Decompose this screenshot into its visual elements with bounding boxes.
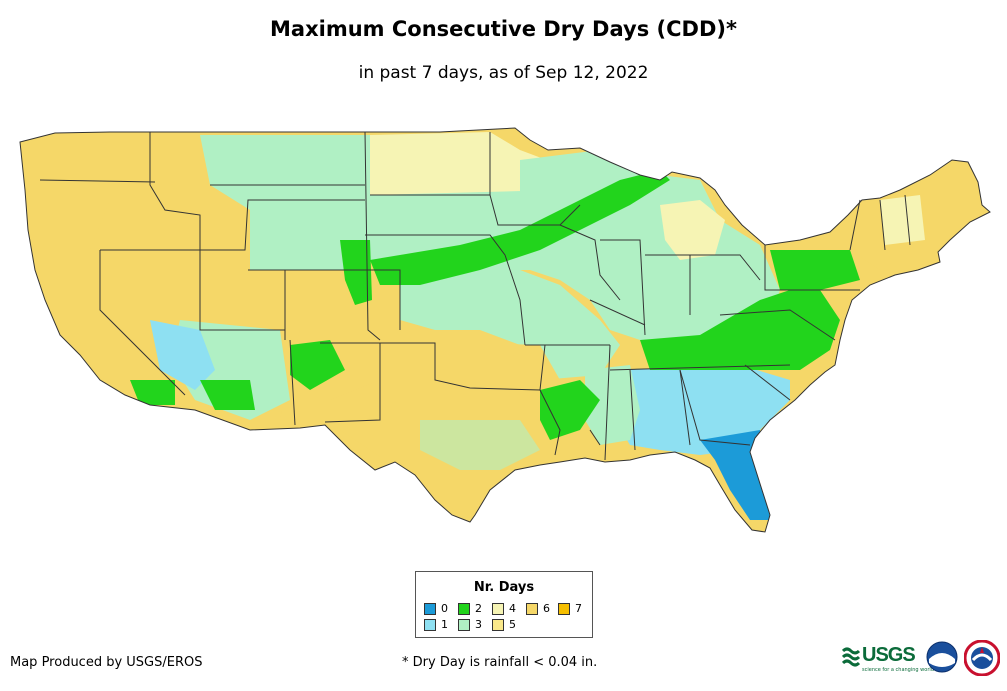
agency-logos: USGS science for a changing world: [842, 640, 1007, 680]
legend-item: 2: [458, 602, 482, 615]
legend-swatch: [492, 603, 504, 615]
legend-swatch: [424, 603, 436, 615]
footnote-text: * Dry Day is rainfall < 0.04 in.: [402, 655, 598, 670]
legend-swatch: [526, 603, 538, 615]
legend-swatch: [558, 603, 570, 615]
noaa-logo-icon: [926, 641, 958, 673]
dry-days-fill: [20, 128, 990, 532]
map-title: Maximum Consecutive Dry Days (CDD)*: [270, 17, 737, 41]
legend-swatch: [424, 619, 436, 631]
legend-swatch: [458, 619, 470, 631]
legend-item: 5: [492, 618, 516, 631]
legend-swatch: [492, 619, 504, 631]
legend-item: 6: [526, 602, 550, 615]
credit-text: Map Produced by USGS/EROS: [10, 655, 203, 670]
legend-swatch: [458, 603, 470, 615]
legend: Nr. Days 0 1 2 3 4 5 6 7: [415, 571, 593, 638]
legend-item: 4: [492, 602, 516, 615]
usgs-wave-icon: [842, 647, 860, 667]
nws-logo-icon: [964, 640, 1000, 676]
map-subtitle: in past 7 days, as of Sep 12, 2022: [358, 63, 649, 83]
legend-title: Nr. Days: [473, 580, 535, 595]
legend-item: 7: [558, 602, 582, 615]
state-boundaries: [19, 127, 991, 533]
legend-item: 0: [424, 602, 448, 615]
legend-item: 1: [424, 618, 448, 631]
legend-item: 3: [458, 618, 482, 631]
